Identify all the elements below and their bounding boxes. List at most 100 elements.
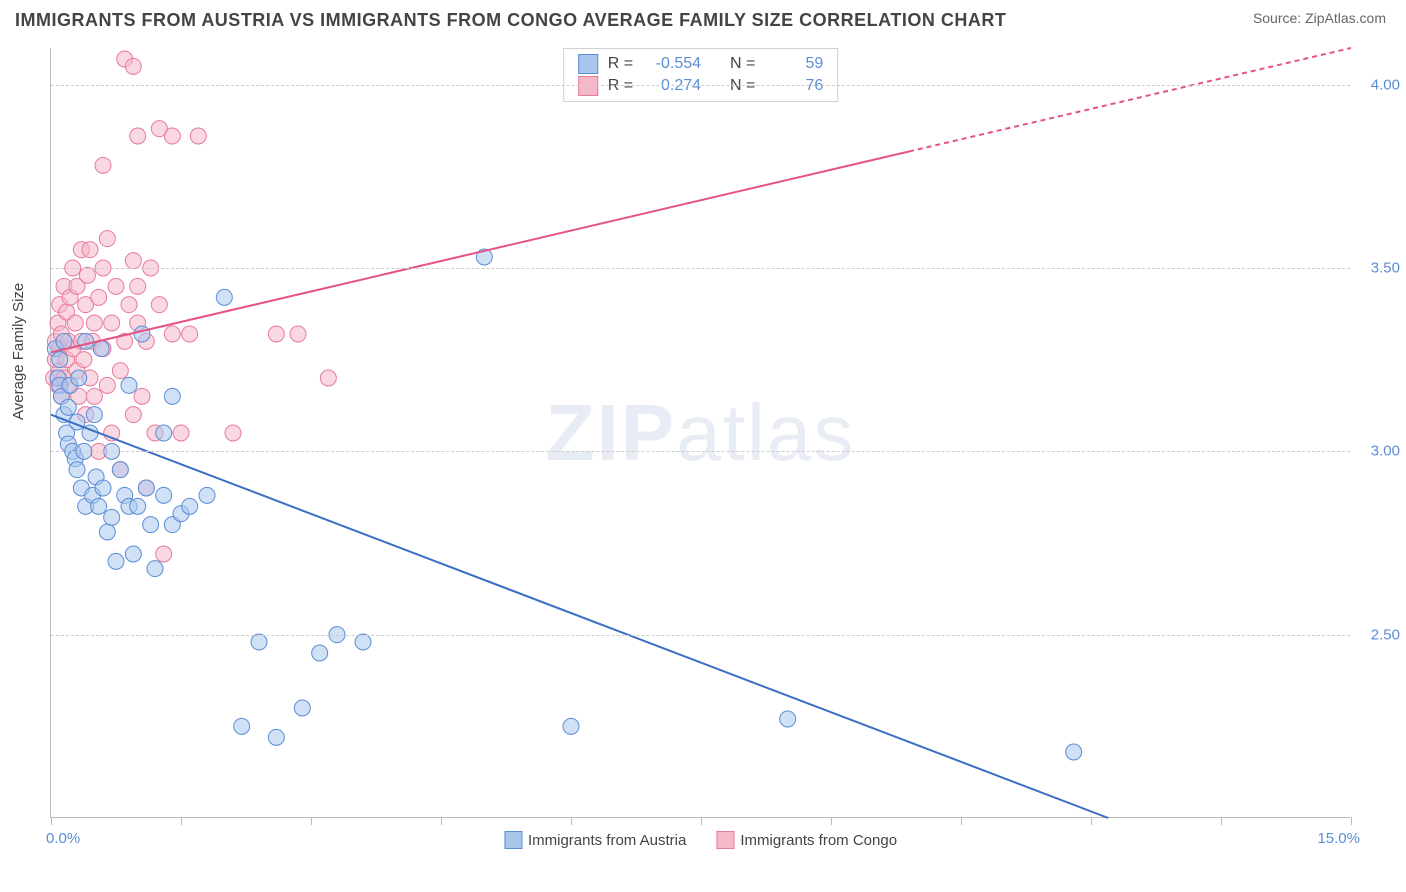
data-point bbox=[78, 333, 94, 349]
x-tick bbox=[51, 817, 52, 825]
data-point bbox=[130, 278, 146, 294]
data-point bbox=[95, 157, 111, 173]
data-point bbox=[99, 377, 115, 393]
data-point bbox=[108, 278, 124, 294]
legend-swatch-congo bbox=[716, 831, 734, 849]
legend-bottom: Immigrants from Austria Immigrants from … bbox=[504, 831, 897, 849]
x-tick bbox=[441, 817, 442, 825]
data-point bbox=[164, 388, 180, 404]
chart-title: IMMIGRANTS FROM AUSTRIA VS IMMIGRANTS FR… bbox=[15, 10, 1006, 31]
y-tick-label: 3.50 bbox=[1355, 260, 1400, 277]
data-point bbox=[130, 128, 146, 144]
data-point bbox=[86, 315, 102, 331]
data-point bbox=[268, 326, 284, 342]
n-value-austria: 59 bbox=[765, 55, 823, 73]
data-point bbox=[112, 462, 128, 478]
scatter-svg bbox=[51, 48, 1350, 817]
data-point bbox=[121, 377, 137, 393]
data-point bbox=[104, 315, 120, 331]
stats-legend-box: R = -0.554 N = 59 R = 0.274 N = 76 bbox=[563, 48, 839, 102]
data-point bbox=[251, 634, 267, 650]
y-tick-label: 4.00 bbox=[1355, 76, 1400, 93]
data-point bbox=[125, 407, 141, 423]
x-tick bbox=[831, 817, 832, 825]
data-point bbox=[563, 718, 579, 734]
data-point bbox=[86, 407, 102, 423]
data-point bbox=[199, 487, 215, 503]
legend-item-austria: Immigrants from Austria bbox=[504, 831, 686, 849]
data-point bbox=[156, 425, 172, 441]
x-tick bbox=[1351, 817, 1352, 825]
data-point bbox=[216, 289, 232, 305]
data-point bbox=[225, 425, 241, 441]
y-tick-label: 2.50 bbox=[1355, 626, 1400, 643]
data-point bbox=[91, 289, 107, 305]
data-point bbox=[312, 645, 328, 661]
chart-plot-area: ZIPatlas R = -0.554 N = 59 R = 0.274 N =… bbox=[50, 48, 1350, 818]
x-min-label: 0.0% bbox=[46, 830, 80, 847]
gridline-h bbox=[51, 635, 1350, 636]
stats-row-congo: R = 0.274 N = 76 bbox=[578, 75, 824, 97]
x-tick bbox=[1221, 817, 1222, 825]
chart-header: IMMIGRANTS FROM AUSTRIA VS IMMIGRANTS FR… bbox=[0, 0, 1406, 36]
data-point bbox=[290, 326, 306, 342]
data-point bbox=[182, 498, 198, 514]
x-tick bbox=[311, 817, 312, 825]
trend-line bbox=[51, 151, 909, 352]
data-point bbox=[234, 718, 250, 734]
data-point bbox=[91, 498, 107, 514]
data-point bbox=[164, 128, 180, 144]
n-value-congo: 76 bbox=[765, 77, 823, 95]
n-label: N = bbox=[730, 55, 755, 73]
data-point bbox=[147, 561, 163, 577]
data-point bbox=[138, 480, 154, 496]
data-point bbox=[268, 729, 284, 745]
data-point bbox=[125, 546, 141, 562]
x-tick bbox=[1091, 817, 1092, 825]
data-point bbox=[104, 509, 120, 525]
x-tick bbox=[701, 817, 702, 825]
data-point bbox=[182, 326, 198, 342]
y-axis-label: Average Family Size bbox=[10, 283, 27, 420]
data-point bbox=[93, 341, 109, 357]
data-point bbox=[190, 128, 206, 144]
source-label: Source: bbox=[1253, 10, 1301, 26]
data-point bbox=[151, 297, 167, 313]
data-point bbox=[156, 546, 172, 562]
x-max-label: 15.0% bbox=[1317, 830, 1360, 847]
data-point bbox=[164, 326, 180, 342]
data-point bbox=[1066, 744, 1082, 760]
source-name: ZipAtlas.com bbox=[1305, 10, 1386, 26]
data-point bbox=[99, 231, 115, 247]
data-point bbox=[76, 352, 92, 368]
swatch-congo bbox=[578, 76, 598, 96]
data-point bbox=[125, 253, 141, 269]
data-point bbox=[82, 242, 98, 258]
data-point bbox=[780, 711, 796, 727]
swatch-austria bbox=[578, 54, 598, 74]
legend-swatch-austria bbox=[504, 831, 522, 849]
x-tick bbox=[571, 817, 572, 825]
data-point bbox=[134, 326, 150, 342]
data-point bbox=[134, 388, 150, 404]
data-point bbox=[86, 388, 102, 404]
r-label: R = bbox=[608, 77, 633, 95]
data-point bbox=[143, 517, 159, 533]
r-label: R = bbox=[608, 55, 633, 73]
gridline-h bbox=[51, 268, 1350, 269]
data-point bbox=[69, 462, 85, 478]
data-point bbox=[79, 267, 95, 283]
gridline-h bbox=[51, 85, 1350, 86]
gridline-h bbox=[51, 451, 1350, 452]
data-point bbox=[173, 425, 189, 441]
data-point bbox=[71, 370, 87, 386]
data-point bbox=[99, 524, 115, 540]
chart-source: Source: ZipAtlas.com bbox=[1253, 10, 1386, 26]
data-point bbox=[112, 363, 128, 379]
trend-line bbox=[909, 48, 1351, 151]
data-point bbox=[294, 700, 310, 716]
data-point bbox=[67, 315, 83, 331]
data-point bbox=[95, 480, 111, 496]
x-tick bbox=[181, 817, 182, 825]
data-point bbox=[156, 487, 172, 503]
